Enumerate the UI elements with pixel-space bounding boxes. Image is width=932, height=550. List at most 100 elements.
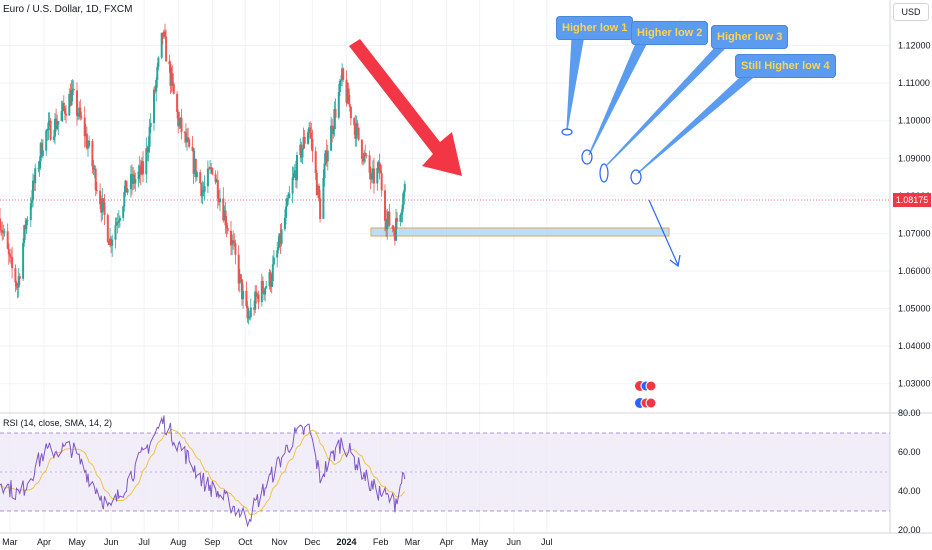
callout-higher-low-3[interactable]: Higher low 3 xyxy=(711,25,789,49)
symbol-title[interactable]: Euro / U.S. Dollar, 1D, FXCM xyxy=(3,4,133,15)
candle-body xyxy=(311,138,314,152)
candle-body xyxy=(79,107,82,117)
candle-body xyxy=(45,130,48,151)
candle-body xyxy=(272,257,275,265)
candle-body xyxy=(357,127,360,140)
candle-body xyxy=(186,137,188,143)
candle-body xyxy=(309,127,312,134)
candle-body xyxy=(71,88,74,91)
candle-body xyxy=(230,230,232,246)
candle-body xyxy=(131,174,133,184)
higher-low-markers[interactable] xyxy=(561,128,642,185)
candle-body xyxy=(24,225,27,230)
time-tick-label: Mar xyxy=(405,537,421,547)
support-zone[interactable] xyxy=(370,227,670,237)
candle-body xyxy=(287,197,290,199)
callout-higher-low-2[interactable]: Higher low 2 xyxy=(631,21,709,45)
candle-body xyxy=(347,88,350,105)
candle-body xyxy=(38,160,41,168)
candle-body xyxy=(269,272,272,288)
time-axis[interactable]: Mar Apr May Jun Jul Aug Sep Oct Nov Dec 2024 Feb Mar… xyxy=(2,537,552,547)
candle-body xyxy=(142,161,144,175)
candle-body xyxy=(376,167,379,184)
projection-arrow[interactable] xyxy=(648,199,681,268)
horizontal-grid xyxy=(0,45,890,385)
candle-body xyxy=(37,167,40,169)
candle-body xyxy=(307,132,309,144)
candle-body xyxy=(314,151,317,173)
candle-body xyxy=(323,163,326,179)
candle-body xyxy=(333,108,336,130)
candle-body xyxy=(93,168,96,170)
candle-body xyxy=(233,241,236,244)
candle-body xyxy=(264,288,267,295)
candle-body xyxy=(47,122,50,131)
candle-body xyxy=(49,120,52,140)
candle-body xyxy=(30,200,33,204)
candle-body xyxy=(123,192,126,207)
candle-body xyxy=(202,189,205,192)
candle-body xyxy=(299,144,302,156)
currency-button[interactable]: USD xyxy=(893,3,929,21)
time-tick-label: Nov xyxy=(271,537,288,547)
candle-body xyxy=(169,64,172,86)
candle-body xyxy=(326,150,329,162)
candle-body xyxy=(6,231,9,249)
candle-body xyxy=(63,108,66,114)
candle-body xyxy=(332,129,335,134)
candle-body xyxy=(138,165,141,172)
time-tick-label: Apr xyxy=(440,537,454,547)
candle-body xyxy=(219,198,221,203)
candle-body xyxy=(172,83,175,94)
candle-body xyxy=(100,204,103,213)
candle-body xyxy=(122,206,125,218)
candle-body xyxy=(369,172,372,180)
candle-body xyxy=(2,232,5,234)
candle-body xyxy=(283,217,286,230)
candle-body xyxy=(76,90,78,116)
callout-higher-low-4[interactable]: Still Higher low 4 xyxy=(735,54,836,78)
time-tick-label: Jul xyxy=(541,537,553,547)
candle-body xyxy=(153,89,155,124)
candle-body xyxy=(107,241,110,246)
candle-body xyxy=(34,168,37,184)
candle-body xyxy=(80,116,83,118)
price-tick-label: 1.09000 xyxy=(898,153,931,163)
callout-higher-low-1[interactable]: Higher low 1 xyxy=(556,16,634,40)
candle-body xyxy=(179,117,182,121)
candle-body xyxy=(353,118,356,126)
candle-body xyxy=(318,185,320,199)
candle-body xyxy=(99,190,102,205)
rsi-axis[interactable]: 80.00 60.00 40.00 20.00 xyxy=(898,408,921,535)
candle-body xyxy=(319,198,322,219)
candle-body xyxy=(140,161,143,175)
candle-body xyxy=(346,88,349,103)
bearish-arrow[interactable] xyxy=(349,39,462,176)
candle-body xyxy=(200,183,203,197)
candle-body xyxy=(379,170,382,174)
candle-body xyxy=(245,290,248,307)
callout-pointers xyxy=(566,39,754,174)
price-axis[interactable]: 1.120001.110001.100001.090001.080001.070… xyxy=(898,41,931,389)
event-icons[interactable] xyxy=(635,380,657,409)
candle-body xyxy=(115,222,118,226)
candle-body xyxy=(129,174,132,190)
candle-body xyxy=(68,93,71,116)
price-tick-label: 1.12000 xyxy=(898,41,931,51)
candle-body xyxy=(348,104,351,107)
candle-body xyxy=(402,191,405,205)
candle-body xyxy=(69,93,72,106)
candle-body xyxy=(345,79,348,103)
candle-body xyxy=(168,61,171,65)
price-tick-label: 1.10000 xyxy=(898,116,931,126)
candle-body xyxy=(39,143,42,161)
rsi-title[interactable]: RSI (14, close, SMA, 14, 2) xyxy=(3,418,113,428)
candle-body xyxy=(110,238,113,246)
candle-body xyxy=(215,180,218,183)
candles xyxy=(0,23,406,325)
candle-body xyxy=(286,198,289,207)
candle-body xyxy=(148,126,151,147)
candle-body xyxy=(162,31,165,37)
candle-body xyxy=(48,120,51,123)
price-tick-label: 1.05000 xyxy=(898,304,931,314)
